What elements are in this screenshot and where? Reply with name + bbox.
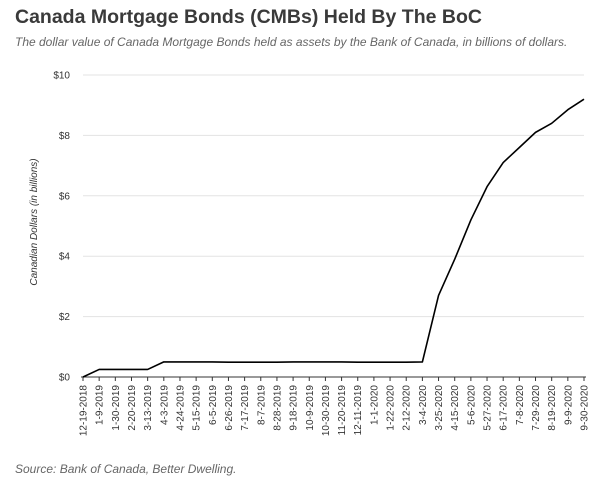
x-tick-label: 6-5-2019 [208,385,219,425]
x-tick-label: 3-13-2019 [143,385,154,431]
x-tick-label: 9-18-2019 [289,385,300,431]
chart-subtitle: The dollar value of Canada Mortgage Bond… [15,35,568,49]
x-tick-label: 6-17-2020 [499,385,510,431]
x-tick-label: 7-29-2020 [531,385,542,431]
x-tick-label: 10-9-2019 [305,385,316,431]
x-tick-label: 1-30-2019 [111,385,122,431]
x-tick-label: 10-30-2019 [321,385,332,437]
chart-title: Canada Mortgage Bonds (CMBs) Held By The… [15,6,482,28]
x-tick-label: 2-20-2019 [127,385,138,431]
y-tick-label: $4 [59,252,71,263]
x-tick-label: 12-19-2018 [79,385,90,437]
line-chart: $0 $2 $4 $6 $8 $10 12-19-2018 1-9-2019 1-30-201… [29,71,591,437]
x-tick-label: 8-28-2019 [272,385,283,431]
x-tick-label: 12-11-2019 [353,385,364,436]
x-tick-label: 7-17-2019 [240,385,251,431]
y-tick-label: $10 [53,71,70,82]
x-tick-label: 1-1-2020 [369,385,380,425]
x-tick-label: 9-30-2020 [580,385,591,431]
series-line [82,98,585,378]
x-tick-label: 5-15-2019 [192,385,203,431]
x-tick-label: 5-6-2020 [466,385,477,425]
x-tick-label: 1-9-2019 [95,385,106,425]
y-tick-label: $6 [59,191,71,202]
x-tick-label: 3-25-2020 [434,385,445,431]
x-axis-ticks: 12-19-2018 1-9-2019 1-30-2019 2-20-2019 3-13… [79,377,591,436]
x-tick-label: 6-26-2019 [224,385,235,431]
x-tick-label: 4-24-2019 [175,385,186,431]
source-note: Source: Bank of Canada, Better Dwelling. [15,462,237,476]
y-axis-label: Canadian Dollars (in billions) [29,158,40,285]
x-tick-label: 11-20-2019 [337,385,348,436]
x-tick-label: 4-15-2020 [450,385,461,431]
x-tick-label: 7-8-2020 [515,385,526,425]
x-tick-label: 3-4-2020 [418,385,429,425]
x-tick-label: 2-12-2020 [402,385,413,431]
y-tick-label: $8 [59,131,71,142]
x-tick-label: 5-27-2020 [483,385,494,431]
x-tick-label: 8-7-2019 [256,385,267,425]
y-tick-label: $0 [59,373,71,384]
grid-lines [83,74,584,318]
y-tick-label: $2 [59,312,71,323]
x-tick-label: 8-19-2020 [547,385,558,431]
y-axis-ticks: $0 $2 $4 $6 $8 $10 [53,71,70,384]
x-tick-label: 1-22-2020 [386,385,397,431]
x-tick-label: 9-9-2020 [563,385,574,425]
x-tick-label: 4-3-2019 [159,385,170,425]
